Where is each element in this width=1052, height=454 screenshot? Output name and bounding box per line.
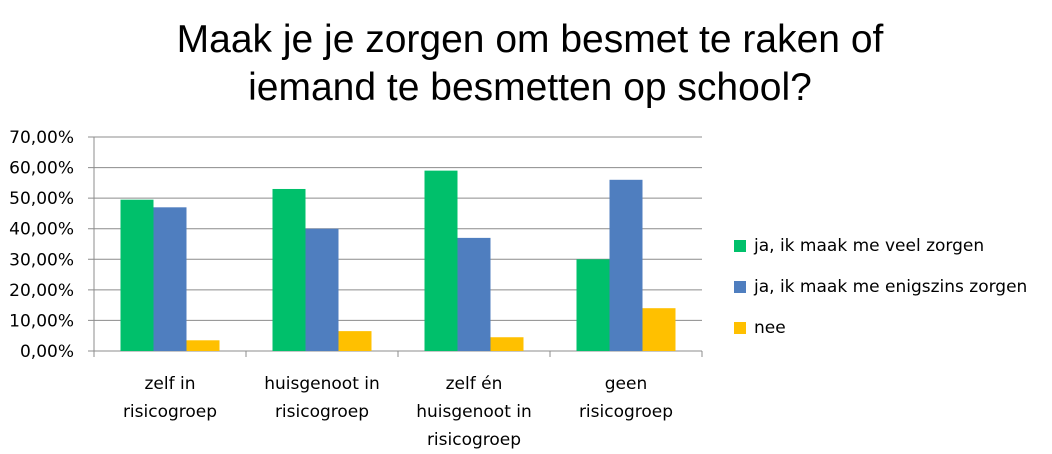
y-tick-label: 0,00% — [20, 342, 74, 362]
bar — [153, 207, 187, 351]
chart-title-line-1: Maak je je zorgen om besmet te raken of — [176, 18, 884, 61]
chart-legend: ja, ik maak me veel zorgen ja, ik maak m… — [734, 232, 1027, 355]
legend-label-enigszins-zorgen: ja, ik maak me enigszins zorgen — [754, 276, 1028, 297]
bar — [609, 179, 643, 351]
chart-title-line-2: iemand te besmetten op school? — [248, 66, 812, 109]
bar — [120, 199, 154, 351]
x-tick-label: huisgenoot in — [264, 374, 380, 394]
bar — [186, 340, 220, 351]
y-tick-label: 20,00% — [9, 281, 74, 301]
x-tick-label: zelf én — [446, 374, 503, 394]
legend-swatch-veel-zorgen — [734, 239, 746, 252]
legend-item-enigszins-zorgen: ja, ik maak me enigszins zorgen — [734, 273, 1027, 300]
x-tick-label: risicogroep — [427, 430, 521, 450]
legend-item-veel-zorgen: ja, ik maak me veel zorgen — [734, 232, 1027, 259]
x-tick-label: zelf in — [145, 374, 196, 394]
y-tick-label: 30,00% — [9, 250, 74, 270]
bar — [424, 170, 458, 351]
y-tick-label: 40,00% — [9, 220, 74, 240]
legend-swatch-enigszins-zorgen — [734, 280, 746, 293]
x-tick-label: risicogroep — [579, 402, 673, 422]
x-tick-label: risicogroep — [123, 402, 217, 422]
y-tick-label: 50,00% — [9, 189, 74, 209]
bar — [338, 331, 372, 351]
x-tick-label: huisgenoot in — [416, 402, 532, 422]
bar — [576, 259, 610, 351]
legend-swatch-nee — [734, 321, 746, 334]
bar — [457, 237, 491, 351]
y-tick-label: 10,00% — [9, 311, 74, 331]
chart-title: Maak je je zorgen om besmet te raken of … — [80, 16, 980, 112]
legend-label-nee: nee — [754, 317, 786, 338]
bar — [305, 228, 339, 351]
legend-label-veel-zorgen: ja, ik maak me veel zorgen — [754, 235, 985, 256]
legend-item-nee: nee — [734, 314, 1027, 341]
bar — [272, 188, 306, 351]
x-tick-label: geen — [605, 374, 647, 394]
y-tick-label: 70,00% — [9, 128, 74, 148]
bar — [642, 308, 676, 351]
bar — [490, 337, 524, 351]
x-tick-label: risicogroep — [275, 402, 369, 422]
y-tick-label: 60,00% — [9, 159, 74, 179]
